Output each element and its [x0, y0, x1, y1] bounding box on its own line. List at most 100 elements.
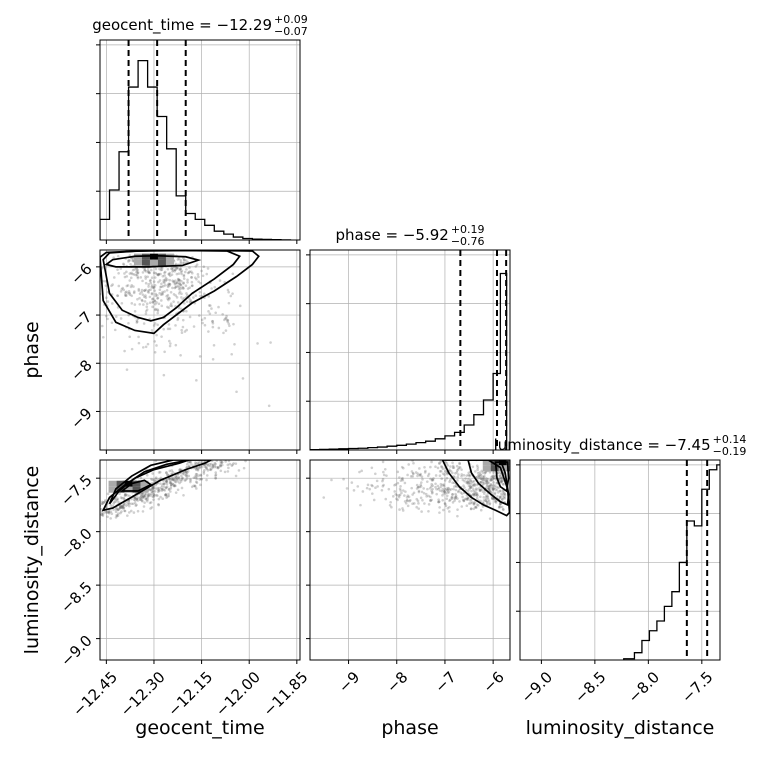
x-tick-label: −7.5	[678, 668, 716, 706]
scatter-point	[135, 321, 139, 324]
scatter-point	[479, 499, 482, 503]
scatter-point	[145, 499, 149, 503]
scatter-point	[439, 485, 443, 488]
scatter-point	[498, 476, 501, 480]
panel-frame	[99, 39, 301, 241]
scatter-point	[168, 327, 172, 331]
scatter-point	[473, 501, 477, 504]
scatter-point	[192, 457, 195, 460]
scatter-point	[443, 479, 447, 482]
y-tick-label: −8.5	[57, 578, 95, 616]
scatter-point	[350, 481, 354, 484]
scatter-point	[193, 484, 197, 488]
scatter-point	[225, 452, 228, 455]
scatter-point	[155, 344, 158, 347]
scatter-point	[153, 284, 157, 287]
scatter-point	[215, 466, 218, 469]
scatter-point	[464, 456, 467, 459]
scatter-point	[173, 484, 176, 488]
scatter-point	[167, 306, 171, 310]
scatter-point	[492, 497, 495, 501]
scatter-point	[177, 287, 181, 291]
scatter-point	[485, 479, 489, 482]
scatter-point	[157, 273, 160, 277]
scatter-point	[447, 490, 451, 494]
scatter-point	[283, 494, 286, 497]
scatter-point	[146, 268, 150, 272]
scatter-point	[462, 499, 466, 503]
scatter-point	[426, 487, 429, 491]
x-tick-label: −12.15	[164, 668, 216, 720]
scatter-point	[467, 477, 470, 481]
scatter-point	[457, 473, 460, 476]
x-tick-label: −9.0	[518, 668, 556, 706]
scatter-point	[219, 457, 222, 460]
scatter-point	[196, 468, 200, 472]
scatter-point	[174, 343, 178, 347]
scatter-point	[184, 478, 187, 482]
scatter-point	[174, 294, 178, 297]
scatter-point	[151, 489, 155, 493]
scatter-point	[503, 495, 506, 498]
scatter-point	[198, 355, 202, 358]
scatter-point	[478, 495, 482, 499]
scatter-point	[183, 270, 187, 274]
scatter-point	[427, 494, 430, 498]
scatter-point	[163, 290, 166, 293]
scatter-point	[150, 292, 154, 295]
scatter-point	[466, 479, 469, 483]
scatter-point	[497, 506, 501, 509]
scatter-point	[217, 447, 220, 450]
scatter-point	[164, 276, 168, 280]
scatter-point	[127, 502, 131, 506]
scatter-point	[181, 261, 185, 265]
scatter-point	[160, 487, 164, 491]
scatter-point	[169, 290, 173, 294]
scatter-point	[396, 470, 400, 474]
scatter-point	[196, 466, 199, 470]
y-tick-label: −9	[67, 404, 95, 432]
scatter-point	[432, 477, 435, 480]
scatter-point	[96, 295, 99, 298]
scatter-point	[109, 510, 113, 513]
scatter-point	[475, 491, 478, 495]
scatter-point	[431, 478, 435, 482]
scatter-point	[151, 300, 155, 304]
scatter-point	[183, 479, 187, 482]
scatter-point	[195, 472, 199, 476]
scatter-point	[180, 296, 183, 299]
scatter-point	[222, 456, 225, 459]
scatter-point	[143, 495, 146, 499]
scatter-point	[415, 487, 419, 490]
scatter-point	[220, 460, 224, 464]
scatter-point	[467, 481, 471, 484]
scatter-point	[185, 268, 188, 271]
title-main: geocent_time = −12.29	[92, 16, 272, 35]
scatter-point	[157, 488, 161, 492]
scatter-point	[137, 341, 141, 345]
scatter-point	[397, 494, 401, 497]
scatter-point	[500, 497, 504, 501]
scatter-point	[437, 498, 440, 501]
scatter-point	[177, 257, 181, 260]
scatter-point	[133, 501, 137, 505]
scatter-point	[469, 486, 473, 490]
scatter-point	[190, 271, 194, 275]
scatter-point	[439, 469, 443, 473]
scatter-point	[224, 316, 228, 320]
scatter-point	[417, 507, 421, 510]
scatter-point	[417, 489, 421, 493]
scatter-point	[136, 499, 140, 502]
scatter-point	[440, 477, 444, 481]
x-tick-label: −8.0	[625, 668, 663, 706]
scatter-point	[104, 284, 108, 287]
scatter-point	[200, 465, 204, 469]
scatter-point	[443, 490, 446, 493]
scatter-point	[486, 486, 490, 489]
scatter-point	[157, 280, 160, 284]
scatter-point	[449, 465, 452, 468]
scatter-point	[361, 490, 365, 493]
scatter-point	[107, 511, 111, 514]
scatter-point	[180, 474, 183, 478]
